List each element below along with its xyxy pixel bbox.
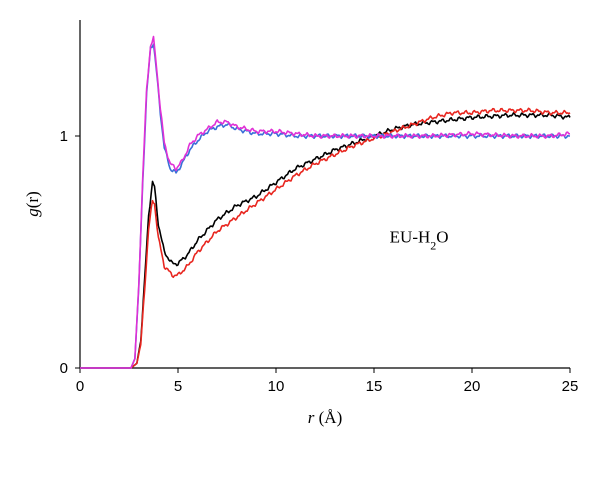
y-axis-variable: g (23, 208, 42, 217)
series-line-4 (80, 35, 571, 369)
axes: 0 5 10 15 20 25 0 1 (60, 20, 579, 395)
annotation-tail: O (436, 228, 448, 247)
x-tick-label: 10 (268, 378, 285, 395)
x-tick-label: 25 (562, 378, 579, 395)
annotation-subscript: 2 (430, 239, 436, 253)
x-axis-variable: r (308, 408, 315, 427)
series-line-2 (80, 107, 571, 369)
x-axis-label: r (Å) (308, 408, 342, 427)
x-tick-label: 20 (464, 378, 481, 395)
y-tick-label: 0 (60, 360, 68, 377)
series-layer (80, 35, 571, 369)
x-tick-label: 5 (174, 378, 182, 395)
series-line-1 (80, 112, 571, 369)
x-tick-label: 0 (76, 378, 84, 395)
annotation-label: EU-H2O (390, 228, 449, 253)
y-axis-argument: (r) (23, 191, 42, 208)
x-tick-label: 15 (366, 378, 383, 395)
series-line-3 (80, 43, 571, 369)
annotation-text: EU-H (390, 228, 431, 247)
y-tick-label: 1 (60, 128, 68, 145)
x-axis-unit: (Å) (314, 408, 342, 427)
y-axis-label: g(r) (23, 191, 42, 216)
